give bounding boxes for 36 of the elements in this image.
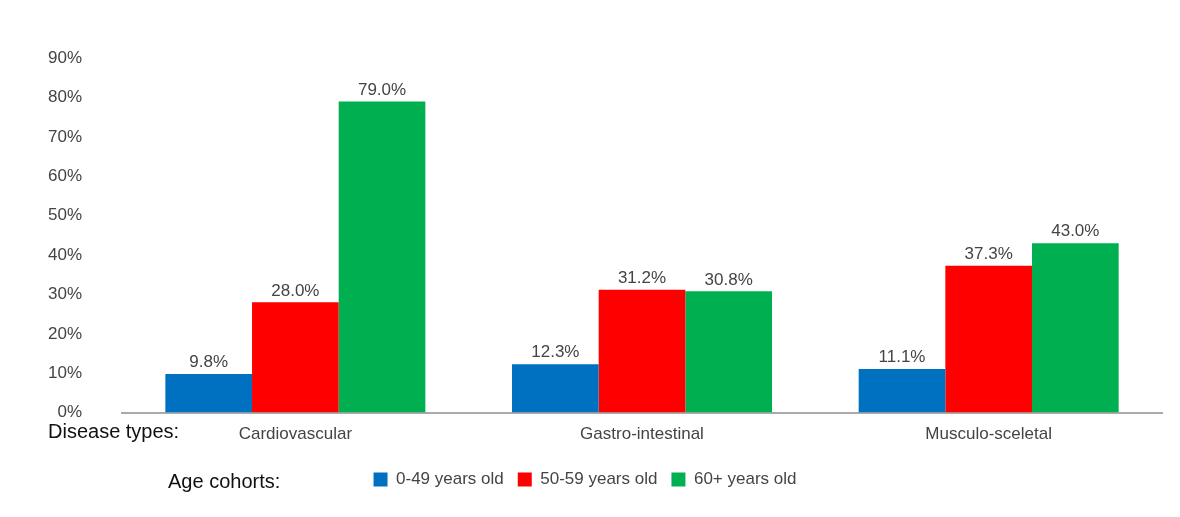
- data-label: 11.1%: [878, 347, 926, 367]
- y-tick-label: 70%: [47, 126, 83, 146]
- legend-label: 50-59 years old: [540, 469, 658, 489]
- legend-label: 0-49 years old: [396, 469, 504, 489]
- bar: [598, 289, 686, 413]
- data-label: 30.8%: [704, 269, 753, 289]
- text: Disease types:: [48, 420, 180, 443]
- legend-label: 60+ years old: [693, 469, 797, 489]
- y-tick-label: 20%: [47, 323, 83, 343]
- data-label: 31.2%: [617, 267, 667, 287]
- bar: [338, 101, 426, 413]
- bar: [945, 265, 1032, 413]
- bar: [252, 302, 339, 413]
- data-label: 43.0%: [1051, 221, 1100, 241]
- y-tick-label: 50%: [47, 205, 83, 225]
- data-label: 28.0%: [271, 280, 320, 300]
- data-label: 79.0%: [357, 79, 407, 99]
- x-tick-label: Cardiovascular: [238, 424, 353, 444]
- y-tick-label: 90%: [47, 47, 83, 67]
- x-tick-label: Gastro-intestinal: [580, 424, 704, 444]
- y-tick-label: 30%: [47, 284, 83, 304]
- y-tick-label: 0%: [57, 402, 83, 422]
- x-tick-label: Musculo-sceletal: [925, 424, 1052, 444]
- y-tick-label: 10%: [47, 362, 83, 382]
- bar: [1032, 243, 1119, 413]
- y-tick-label: 40%: [47, 244, 83, 264]
- y-tick-label: 60%: [47, 166, 83, 186]
- data-label: 37.3%: [964, 243, 1013, 263]
- bar: [165, 374, 253, 413]
- bar: [858, 368, 946, 413]
- y-tick-label: 80%: [47, 87, 83, 107]
- bar: [512, 364, 599, 413]
- data-label: 9.8%: [189, 352, 229, 372]
- bar: [685, 291, 773, 413]
- data-label: 12.3%: [531, 342, 580, 362]
- text: Age cohorts:: [168, 470, 281, 493]
